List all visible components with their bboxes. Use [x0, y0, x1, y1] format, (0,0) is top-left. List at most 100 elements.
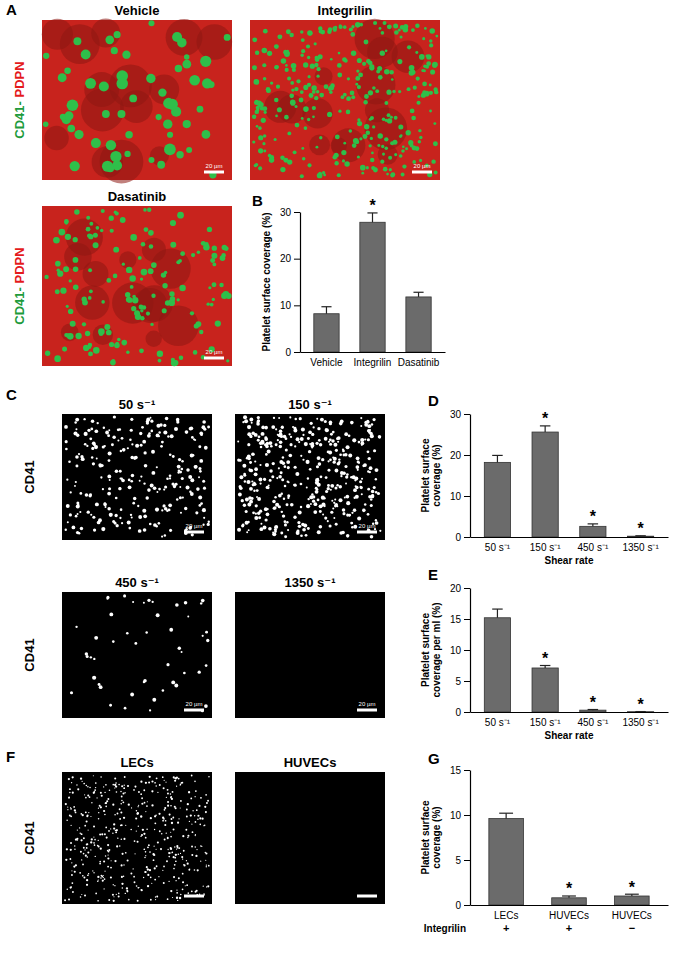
texture-dot	[284, 520, 287, 523]
texture-dot	[75, 428, 77, 430]
error-bar	[413, 292, 423, 297]
texture-dot	[346, 501, 350, 505]
texture-dot	[121, 883, 123, 885]
texture-dot	[201, 425, 205, 429]
texture-dot	[347, 77, 350, 80]
texture-dot	[324, 437, 328, 441]
texture-dot	[145, 851, 147, 853]
texture-dot	[80, 833, 81, 834]
texture-dot	[394, 153, 397, 156]
texture-dot	[81, 781, 82, 782]
texture-dot	[174, 777, 176, 779]
texture-dot	[111, 47, 118, 54]
texture-dot	[130, 873, 132, 875]
texture-dot	[171, 360, 178, 367]
texture-dot	[108, 459, 111, 462]
texture-dot	[100, 806, 102, 808]
y-axis-line	[300, 213, 301, 353]
texture-dot	[161, 272, 166, 277]
texture-dot	[175, 65, 182, 72]
texture-dot	[319, 136, 322, 139]
texture-dot	[86, 785, 88, 787]
texture-dot	[167, 132, 173, 138]
texture-dot	[122, 51, 130, 59]
texture-dot	[306, 504, 310, 508]
texture-dot	[350, 522, 353, 525]
texture-dot	[112, 640, 115, 643]
texture-dot	[133, 868, 134, 869]
error-bar-cap	[492, 608, 502, 609]
texture-dot	[290, 436, 292, 438]
texture-dot	[150, 899, 152, 901]
texture-dot	[140, 781, 142, 783]
texture-dot	[370, 137, 373, 140]
texture-dot	[282, 514, 285, 517]
texture-dot	[284, 115, 289, 120]
texture-dot	[95, 856, 96, 857]
texture-dot	[158, 813, 160, 815]
texture-dot	[346, 495, 350, 499]
y-tick-mark	[464, 619, 470, 620]
texture-dot	[146, 74, 155, 83]
texture-dot	[190, 311, 194, 315]
texture-dot	[149, 157, 155, 163]
texture-dot	[143, 208, 147, 212]
row-label-part: CD41	[22, 638, 37, 671]
texture-dot	[154, 846, 155, 847]
texture-dot	[132, 297, 138, 303]
texture-dot	[182, 60, 191, 69]
texture-dot	[303, 62, 308, 67]
texture-dot	[148, 268, 154, 274]
scale-bar	[357, 709, 377, 712]
texture-dot	[68, 797, 70, 799]
texture-dot	[157, 161, 165, 169]
texture-dot	[164, 486, 167, 489]
texture-dot	[274, 98, 278, 102]
texture-dot	[69, 788, 71, 790]
texture-dot	[416, 101, 420, 105]
texture-dot	[160, 848, 162, 850]
panel-letter: G	[428, 750, 440, 767]
texture-dot	[182, 881, 184, 883]
texture-dot	[161, 535, 163, 537]
texture-dot	[88, 234, 92, 238]
texture-blotch	[142, 238, 166, 262]
texture-dot	[135, 444, 139, 448]
texture-blotch	[66, 219, 103, 256]
texture-dot	[123, 864, 124, 865]
texture-dot	[163, 818, 165, 820]
texture-dot	[202, 524, 204, 526]
texture-dot	[371, 490, 375, 494]
texture-dot	[138, 256, 142, 260]
texture-dot	[81, 457, 85, 461]
texture-dot	[124, 792, 125, 793]
texture-dot	[168, 856, 170, 858]
texture-dot	[189, 427, 192, 430]
tile-title: Integrilin	[318, 3, 373, 18]
texture-dot	[143, 877, 144, 878]
texture-dot	[114, 514, 117, 517]
texture-dot	[357, 469, 359, 471]
texture-dot	[243, 473, 246, 476]
bar	[314, 314, 339, 352]
texture-dot	[176, 498, 178, 500]
plot-marks	[484, 609, 653, 712]
y-tick-mark	[464, 712, 470, 713]
texture-dot	[383, 167, 388, 172]
texture-dot	[350, 91, 355, 96]
texture-dot	[134, 642, 137, 645]
texture-blotch	[146, 331, 162, 347]
texture-dot	[431, 159, 435, 163]
texture-dot	[119, 818, 121, 820]
texture-dot	[344, 453, 347, 456]
texture-dot	[74, 848, 76, 850]
texture-dot	[173, 485, 176, 488]
texture-blotch	[61, 323, 79, 341]
texture-dot	[83, 837, 85, 839]
texture-dot	[300, 455, 302, 457]
texture-dot	[89, 289, 93, 293]
texture-dot	[73, 806, 75, 808]
texture-dot	[432, 62, 438, 68]
texture-dot	[195, 835, 196, 836]
texture-dot	[83, 853, 85, 855]
